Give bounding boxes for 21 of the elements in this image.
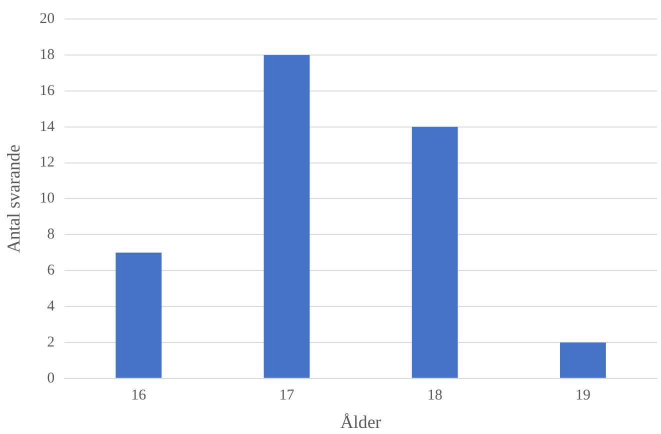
y-tick-label: 4 xyxy=(47,298,56,314)
y-tick-label: 2 xyxy=(47,334,55,350)
bar xyxy=(560,342,606,378)
bar xyxy=(116,252,162,378)
y-axis-title: Antal svarande xyxy=(4,144,24,253)
y-tick-label: 10 xyxy=(40,190,55,207)
y-tick-label: 0 xyxy=(47,370,55,386)
y-tick-label: 20 xyxy=(40,10,55,27)
y-tick-label: 6 xyxy=(47,262,56,279)
x-tick-label: 17 xyxy=(279,387,295,404)
x-tick-label: 18 xyxy=(427,387,442,404)
x-axis-title: Ålder xyxy=(340,412,382,432)
bar xyxy=(412,126,458,378)
y-tick-label: 18 xyxy=(40,46,55,63)
x-tick-label: 19 xyxy=(575,387,590,404)
y-tick-label: 12 xyxy=(40,154,55,171)
x-tick-label: 16 xyxy=(131,387,147,404)
bar xyxy=(264,54,310,378)
y-tick-label: 16 xyxy=(40,82,56,99)
y-tick-label: 8 xyxy=(47,226,55,243)
y-tick-label: 14 xyxy=(40,118,56,135)
